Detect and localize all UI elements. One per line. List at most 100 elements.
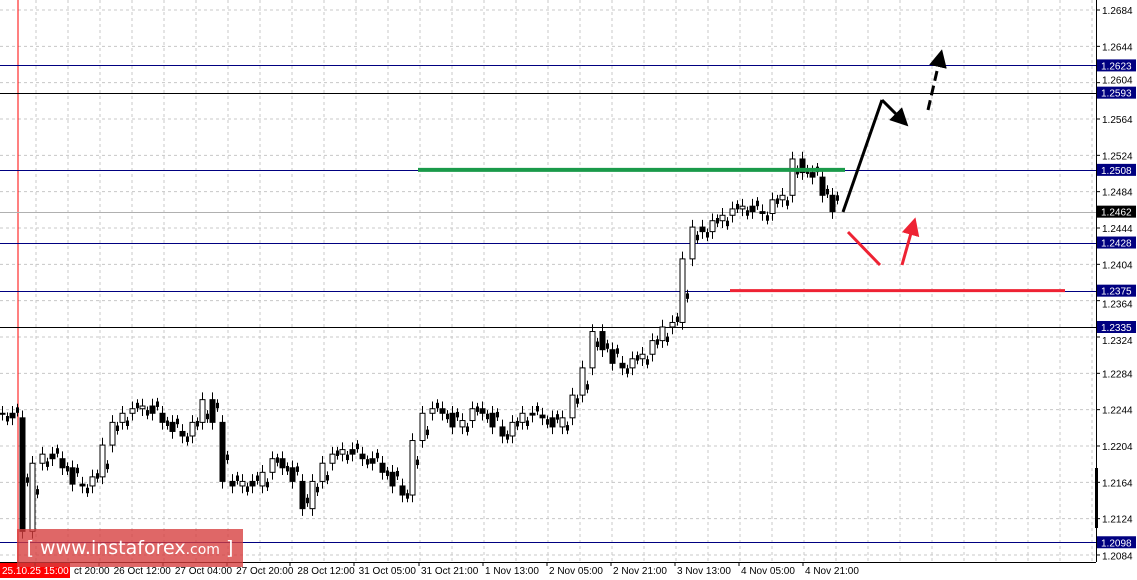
- candle-body: [9, 412, 16, 419]
- candle-body: [456, 411, 459, 418]
- candle-body: [469, 408, 476, 422]
- candle-body: [316, 486, 319, 493]
- candle-body: [239, 480, 246, 487]
- candle-body: [286, 465, 289, 472]
- candle-body: [766, 215, 769, 221]
- price-label: 1.2462: [1101, 208, 1132, 219]
- price-label-box: [1097, 205, 1136, 218]
- candle-body: [746, 210, 749, 216]
- candle-body: [356, 443, 359, 450]
- candle-body: [229, 480, 236, 487]
- y-tick-label: 1.2084: [1102, 551, 1133, 562]
- price-label: 1.2335: [1101, 323, 1132, 334]
- price-label-box: [1097, 86, 1136, 99]
- candle-body: [479, 408, 486, 414]
- candle-body: [789, 158, 796, 196]
- candle-body: [596, 341, 599, 347]
- candle-body: [779, 194, 786, 201]
- candle-body: [636, 355, 639, 361]
- price-label: 1.2623: [1101, 61, 1132, 72]
- price-label: 1.2428: [1101, 239, 1132, 250]
- scroll-marker: [1095, 468, 1098, 528]
- price-label-box: [1097, 163, 1136, 176]
- candle-body: [276, 457, 279, 463]
- y-tick-label: 1.2124: [1102, 515, 1133, 526]
- candle-body: [6, 416, 9, 422]
- candle-body: [169, 421, 176, 432]
- candle-body: [36, 489, 39, 495]
- candle-body: [819, 176, 826, 196]
- candle-body: [406, 493, 409, 499]
- candle-body: [639, 353, 646, 360]
- candle-body: [249, 480, 256, 487]
- candle-body: [489, 412, 496, 428]
- candle-body: [686, 293, 689, 299]
- candle-body: [219, 421, 226, 482]
- candle-body: [186, 436, 189, 442]
- candle-body: [559, 417, 566, 428]
- price-label-box: [1097, 320, 1136, 333]
- candle-body: [676, 316, 679, 323]
- price-label: 1.2375: [1101, 287, 1132, 298]
- candle-body: [759, 211, 766, 214]
- candle-body: [606, 343, 609, 349]
- candle-body: [519, 412, 526, 423]
- y-tick-label: 1.2164: [1102, 478, 1133, 489]
- candle-body: [786, 200, 789, 206]
- candle-body: [409, 440, 416, 496]
- candle-body: [569, 394, 576, 419]
- candle-body: [339, 449, 346, 455]
- candle-body: [539, 414, 546, 419]
- candle-body: [299, 480, 306, 510]
- candle-body: [119, 412, 126, 423]
- candle-body: [586, 384, 589, 390]
- bracket-close: ]: [226, 537, 234, 559]
- candle-body: [66, 465, 69, 472]
- candle-body: [336, 450, 339, 456]
- x-tick-label: 2 Nov 05:00: [549, 566, 603, 577]
- candle-body: [126, 420, 129, 427]
- candle-body: [769, 199, 776, 214]
- candle-body: [29, 462, 36, 532]
- candle-body: [589, 331, 596, 369]
- candle-body: [556, 414, 559, 420]
- x-tick-label: 2 Nov 21:00: [613, 566, 667, 577]
- x-tick-label: 1 Nov 13:00: [485, 566, 539, 577]
- candle-body: [809, 172, 816, 178]
- x-tick-label: 27 Oct 20:00: [236, 566, 294, 577]
- candle-body: [579, 367, 586, 396]
- bearish-path-down: [846, 230, 882, 267]
- price-label: 1.2508: [1101, 166, 1132, 177]
- candle-body: [646, 359, 649, 365]
- y-tick-label: 1.2564: [1102, 115, 1133, 126]
- candle-body: [59, 458, 66, 469]
- candle-body: [476, 406, 479, 412]
- candle-body: [209, 399, 216, 423]
- candle-body: [166, 420, 169, 427]
- candle-body: [89, 476, 96, 487]
- candle-body: [729, 208, 736, 216]
- candle-body: [256, 475, 259, 481]
- candle-body: [326, 475, 329, 481]
- candle-body: [526, 420, 529, 427]
- candle-body: [599, 331, 606, 351]
- candle-body: [726, 220, 729, 227]
- candle-body: [529, 412, 536, 416]
- y-tick-label: 1.2644: [1102, 42, 1133, 53]
- candle-body: [26, 477, 29, 483]
- candle-body: [199, 399, 206, 423]
- candle-body: [546, 419, 549, 425]
- candle-body: [516, 421, 519, 427]
- candle-body: [116, 425, 119, 431]
- bullish-target-arrow: [926, 49, 947, 111]
- price-label: 1.2098: [1101, 538, 1132, 549]
- candle-body: [499, 426, 506, 437]
- candle-body: [616, 348, 619, 354]
- candle-body: [379, 462, 386, 473]
- candle-body: [566, 425, 569, 431]
- candle-body: [359, 453, 366, 460]
- y-tick-label: 1.2284: [1102, 369, 1133, 380]
- candle-body: [346, 454, 349, 461]
- candle-body: [706, 232, 709, 238]
